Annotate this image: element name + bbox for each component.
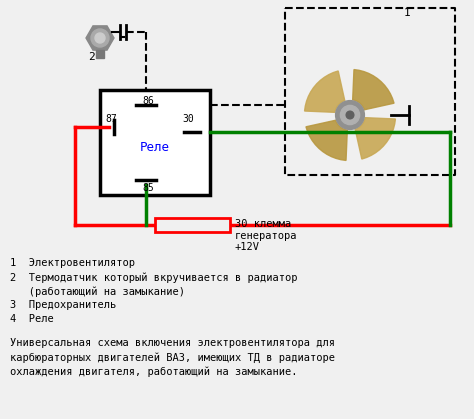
Bar: [96, 50, 104, 58]
Polygon shape: [306, 120, 347, 160]
Bar: [155, 218, 230, 232]
Text: 2  Термодатчик который вкручивается в радиатор: 2 Термодатчик который вкручивается в рад…: [10, 272, 298, 282]
Bar: [100, 90, 210, 195]
Polygon shape: [86, 26, 114, 50]
Circle shape: [336, 101, 365, 129]
Text: 85: 85: [142, 183, 154, 193]
Circle shape: [340, 106, 360, 124]
Text: 1: 1: [404, 8, 411, 18]
Text: 30 клемма
генератора
+12V: 30 клемма генератора +12V: [235, 219, 298, 252]
Circle shape: [346, 111, 354, 119]
Text: 1  Электровентилятор: 1 Электровентилятор: [10, 258, 135, 268]
Polygon shape: [305, 71, 345, 112]
Text: 2: 2: [88, 52, 95, 62]
Circle shape: [91, 29, 109, 47]
Text: (работающий на замыкание): (работающий на замыкание): [10, 286, 185, 297]
Circle shape: [95, 33, 105, 43]
Polygon shape: [353, 70, 394, 110]
Text: 87: 87: [105, 114, 117, 124]
Text: 4  Реле: 4 Реле: [10, 314, 54, 324]
Text: охлаждения двигателя, работающий на замыкание.: охлаждения двигателя, работающий на замы…: [10, 366, 298, 377]
Text: 86: 86: [142, 96, 154, 106]
Text: 3  Предохранитель: 3 Предохранитель: [10, 300, 116, 310]
Text: Универсальная схема включения электровентилятора для: Универсальная схема включения электровен…: [10, 338, 335, 348]
Text: 30: 30: [182, 114, 194, 124]
Polygon shape: [355, 118, 395, 159]
Text: карбюраторных двигателей ВАЗ, имеющих ТД в радиаторе: карбюраторных двигателей ВАЗ, имеющих ТД…: [10, 352, 335, 362]
Text: Реле: Реле: [140, 141, 170, 154]
